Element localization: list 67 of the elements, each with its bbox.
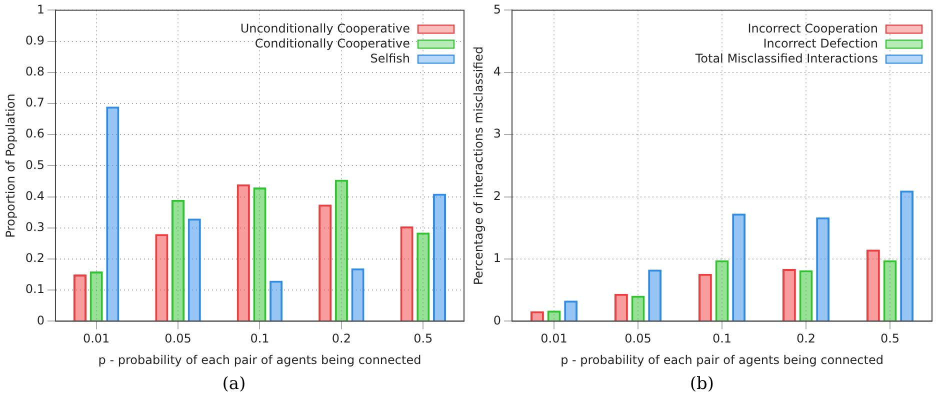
legend-label: Conditionally Cooperative [254, 36, 410, 50]
x-axis-title: p - probability of each pair of agents being connected [98, 352, 422, 367]
y-tick-label: 0.2 [25, 251, 44, 266]
bar [400, 226, 414, 321]
bar [253, 187, 266, 321]
legend-label: Total Misclassified Interactions [694, 51, 878, 66]
y-tick-label: 0.9 [25, 33, 44, 48]
bar [564, 300, 578, 321]
text: (a) [222, 374, 246, 394]
bar [782, 268, 796, 321]
bar [318, 204, 332, 321]
bar [614, 294, 628, 321]
x-tick-label: 0.05 [164, 332, 192, 346]
text: (b) [690, 374, 714, 394]
y-axis-title: Proportion of Population [3, 94, 18, 238]
legend-label: Incorrect Cooperation [748, 21, 878, 36]
x-tick-label: 0.01 [82, 332, 110, 346]
bar [432, 194, 446, 321]
bar [866, 250, 880, 321]
bar [883, 260, 897, 321]
x-tick-label: 0.2 [796, 332, 816, 346]
y-tick-label: 4 [493, 64, 502, 79]
x-tick-label: 0.1 [712, 332, 732, 346]
y-tick-label: 0.7 [25, 96, 44, 110]
bar [732, 214, 746, 321]
bar [648, 270, 662, 321]
y-axis-title: Percentage of interactions misclassified [471, 46, 486, 286]
bar [715, 260, 729, 321]
x-tick-label: 0.05 [624, 332, 652, 346]
y-tick-label: 3 [493, 126, 502, 141]
y-tick-label: 2 [493, 188, 502, 203]
legend-label: Incorrect Defection [763, 36, 878, 50]
y-tick-label: 0.6 [25, 126, 44, 141]
legend-label: Selfish [370, 51, 410, 66]
x-tick-label: 0.1 [250, 332, 270, 346]
legend-label: Unconditionally Cooperative [240, 21, 410, 36]
bar [106, 106, 120, 321]
bar [188, 218, 201, 321]
x-tick-label: 0.01 [540, 332, 568, 346]
bar [698, 274, 712, 321]
bar [631, 296, 645, 321]
y-tick-label: 5 [493, 2, 502, 16]
bar [416, 232, 430, 321]
bar [90, 271, 103, 321]
y-tick-label: 0.4 [25, 188, 44, 203]
x-tick-label: 0.5 [880, 332, 900, 346]
bar [351, 268, 364, 321]
x-axis-title: p - probability of each pair of agents being connected [560, 352, 884, 367]
bar [334, 180, 348, 321]
bar [155, 234, 168, 321]
bar [816, 217, 830, 321]
bar [900, 190, 914, 321]
y-tick-label: 0.3 [25, 220, 44, 234]
bar [270, 280, 283, 321]
bar [799, 270, 813, 321]
x-tick-label: 0.2 [332, 332, 351, 346]
y-tick-label: 0.1 [25, 282, 44, 296]
bar [236, 184, 250, 321]
y-tick-label: 0.5 [25, 158, 44, 172]
y-tick-label: 0.8 [25, 64, 44, 79]
x-tick-label: 0.5 [414, 332, 433, 346]
y-tick-label: 1 [36, 2, 44, 16]
y-tick-label: 0 [493, 313, 502, 328]
y-tick-label: 1 [493, 251, 502, 266]
bar [73, 274, 87, 321]
y-tick-label: 0 [36, 313, 44, 328]
bar [172, 200, 185, 321]
